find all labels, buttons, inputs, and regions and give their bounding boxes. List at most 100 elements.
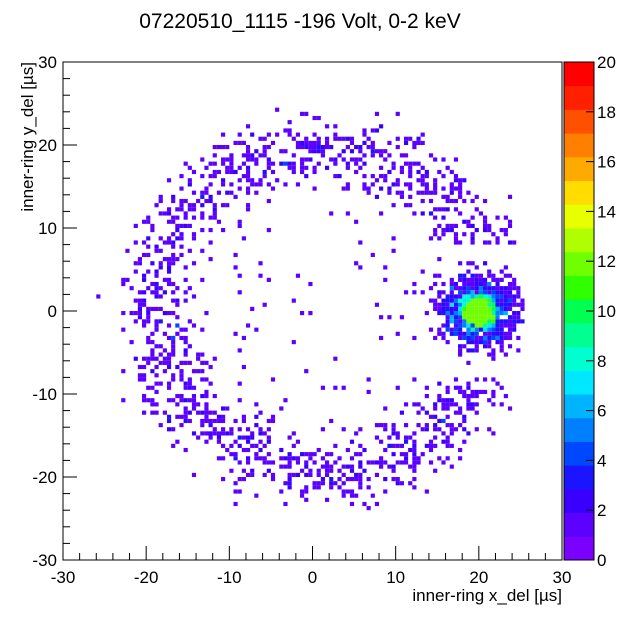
heatmap-cell: [175, 298, 180, 303]
heatmap-cell: [491, 356, 496, 361]
heatmap-cell: [241, 364, 246, 370]
heatmap-cell: [333, 443, 338, 448]
heatmap-cell: [304, 485, 309, 490]
heatmap-cell: [487, 327, 492, 332]
heatmap-cell: [200, 157, 205, 162]
heatmap-cell: [516, 290, 521, 295]
heatmap-cell: [482, 344, 488, 349]
heatmap-cell: [166, 178, 172, 183]
heatmap-cell: [412, 145, 417, 150]
heatmap-cell: [329, 211, 334, 216]
heatmap-cell: [499, 290, 504, 295]
heatmap-cell: [329, 468, 334, 473]
heatmap-cell: [308, 157, 313, 162]
heatmap-cell: [304, 140, 309, 145]
heatmap-cells: [96, 107, 525, 511]
heatmap-cell: [166, 240, 172, 245]
heatmap-cell: [374, 501, 380, 507]
heatmap-cell: [279, 161, 284, 166]
heatmap-cell: [316, 468, 321, 473]
heatmap-cell: [341, 472, 346, 477]
heatmap-cell: [320, 385, 325, 390]
heatmap-cell: [312, 132, 317, 137]
heatmap-cell: [441, 186, 446, 191]
heatmap-cell: [462, 277, 467, 282]
heatmap-cell: [270, 460, 276, 465]
heatmap-cell: [445, 389, 450, 394]
heatmap-cell: [212, 418, 217, 424]
heatmap-cell: [208, 257, 213, 262]
heatmap-cell: [445, 315, 450, 320]
heatmap-cell: [171, 311, 176, 316]
heatmap-cell: [358, 472, 363, 477]
heatmap-cell: [241, 414, 246, 419]
heatmap-cell: [503, 290, 508, 295]
heatmap-cell: [208, 381, 213, 386]
heatmap-cell: [221, 431, 226, 436]
heatmap-cell: [245, 169, 251, 175]
heatmap-cell: [420, 198, 425, 204]
heatmap-cell: [424, 190, 429, 195]
heatmap-cell: [466, 431, 471, 436]
heatmap-cell: [466, 402, 471, 407]
heatmap-cell: [516, 311, 521, 316]
heatmap-cell: [412, 431, 417, 436]
heatmap-cell: [166, 352, 172, 357]
heatmap-cell: [166, 398, 172, 403]
heatmap-cell: [520, 298, 525, 303]
heatmap-cell: [428, 298, 434, 303]
heatmap-cell: [437, 427, 442, 432]
heatmap-cell: [462, 394, 467, 399]
heatmap-cell: [183, 406, 188, 411]
heatmap-cell: [441, 431, 446, 436]
heatmap-cell: [379, 315, 384, 320]
heatmap-cell: [142, 290, 147, 295]
heatmap-cell: [445, 311, 450, 316]
heatmap-cell: [191, 261, 197, 266]
heatmap-cell: [478, 306, 483, 311]
heatmap-cell: [466, 315, 471, 320]
heatmap-cell: [408, 435, 413, 440]
heatmap-cell: [495, 298, 500, 303]
heatmap-cell: [245, 186, 251, 191]
heatmap-cell: [291, 169, 296, 175]
heatmap-cell: [121, 277, 126, 282]
heatmap-cell: [250, 132, 255, 137]
heatmap-cell: [399, 190, 404, 195]
heatmap-cell: [462, 281, 467, 287]
heatmap-cell: [295, 132, 301, 137]
heatmap-cell: [470, 348, 475, 353]
heatmap-cell: [399, 165, 404, 170]
heatmap-cell: [229, 468, 234, 473]
heatmap-cell: [237, 443, 242, 448]
heatmap-cell: [137, 257, 143, 262]
heatmap-cell: [204, 311, 209, 316]
heatmap-cell: [191, 394, 197, 399]
heatmap-cell: [420, 269, 425, 274]
heatmap-cell: [370, 145, 375, 150]
heatmap-cell: [474, 277, 479, 282]
heatmap-cell: [453, 306, 459, 311]
heatmap-cell: [487, 290, 492, 295]
heatmap-cell: [482, 323, 488, 328]
heatmap-cell: [270, 186, 276, 191]
heatmap-cell: [512, 281, 517, 287]
heatmap-cell: [466, 335, 471, 341]
heatmap-cell: [374, 149, 380, 154]
heatmap-cell: [449, 302, 454, 307]
heatmap-cell: [196, 352, 201, 357]
heatmap-cell: [482, 327, 488, 332]
heatmap-cell: [458, 319, 463, 324]
heatmap-cell: [403, 439, 409, 444]
heatmap-cell: [320, 153, 325, 158]
heatmap-cell: [266, 145, 271, 150]
heatmap-cell: [154, 319, 159, 324]
heatmap-cell: [179, 414, 184, 419]
heatmap-cell: [441, 298, 446, 303]
heatmap-cell: [391, 161, 396, 166]
heatmap-cell: [171, 335, 176, 341]
heatmap-cell: [171, 377, 176, 382]
heatmap-cell: [287, 452, 292, 457]
heatmap-cell: [462, 198, 467, 204]
heatmap-cell: [187, 418, 192, 424]
